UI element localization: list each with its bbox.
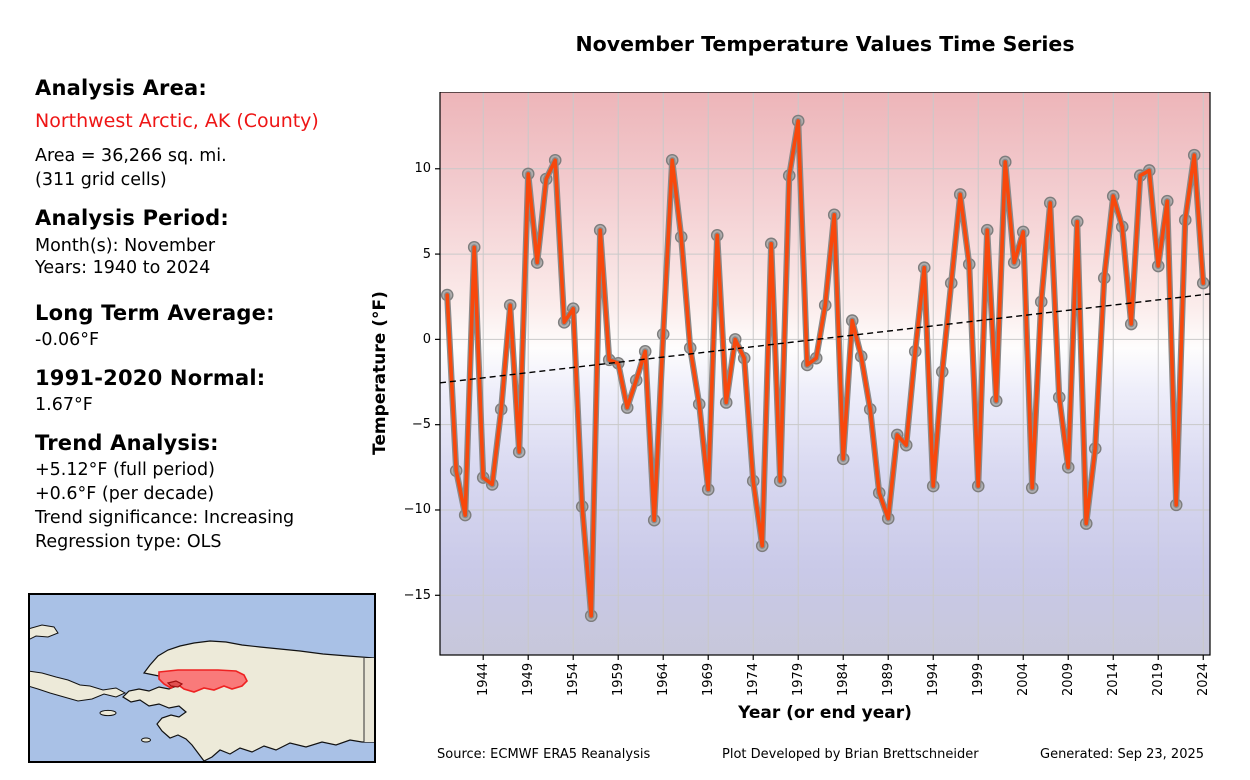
time-series-plot [435, 92, 1211, 660]
x-tick-label: 1959 [611, 662, 627, 696]
map-land-chukotka [28, 670, 127, 702]
normal-label: 1991-2020 Normal: [35, 366, 266, 390]
x-tick-label: 2019 [1151, 662, 1167, 696]
x-tick-label: 2009 [1061, 662, 1077, 696]
x-tick-label: 1994 [926, 662, 942, 696]
temperature-line [445, 119, 1206, 618]
map-island [99, 709, 117, 717]
x-tick-label: 2004 [1016, 662, 1032, 696]
x-tick-label: 1954 [566, 662, 582, 696]
grid-cells-text: (311 grid cells) [35, 170, 167, 190]
x-tick-label: 2024 [1196, 662, 1212, 696]
map-highlight-coast-detail [166, 680, 184, 688]
x-tick-label: 1969 [701, 662, 717, 696]
plot-border [439, 92, 1211, 656]
map-frame [28, 593, 376, 763]
y-tick-label: 10 [414, 161, 431, 177]
y-axis-label: Temperature (°F) [370, 291, 390, 455]
analysis-area-value: Northwest Arctic, AK (County) [35, 110, 319, 132]
regression-type: Regression type: OLS [35, 532, 222, 552]
footer-generated: Generated: Sep 23, 2025 [1040, 747, 1205, 762]
x-tick-label: 1944 [476, 662, 492, 696]
trend-analysis-label: Trend Analysis: [35, 431, 219, 455]
x-tick-label: 1984 [836, 662, 852, 696]
trend-line [439, 293, 1211, 384]
long-term-average-value: -0.06°F [35, 330, 100, 350]
normal-value: 1.67°F [35, 395, 93, 415]
y-tick-label: −10 [403, 502, 431, 518]
x-axis-label: Year (or end year) [738, 703, 912, 723]
map-canada-strip [364, 658, 375, 742]
y-tick-label: −15 [403, 587, 431, 603]
x-tick-label: 1949 [521, 662, 537, 696]
trend-per-decade: +0.6°F (per decade) [35, 484, 215, 504]
y-tick-label: 5 [422, 246, 431, 262]
trend-significance: Trend significance: Increasing [35, 508, 295, 528]
long-term-average-label: Long Term Average: [35, 301, 275, 325]
x-tick-label: 1964 [656, 662, 672, 696]
trend-full-period: +5.12°F (full period) [35, 460, 215, 480]
analysis-area-label: Analysis Area: [35, 76, 207, 100]
footer-credit: Plot Developed by Brian Brettschneider [722, 747, 979, 762]
y-tick-label: −5 [411, 417, 431, 433]
area-size-text: Area = 36,266 sq. mi. [35, 146, 227, 166]
y-tick-label: 0 [422, 331, 431, 347]
map-island-small [141, 737, 151, 743]
footer-source: Source: ECMWF ERA5 Reanalysis [437, 747, 651, 762]
x-tick-label: 1979 [791, 662, 807, 696]
map-highlight-region [158, 669, 248, 693]
x-tick-label: 1999 [971, 662, 987, 696]
alaska-locator-map [28, 593, 376, 763]
analysis-period-label: Analysis Period: [35, 206, 230, 230]
period-years: Years: 1940 to 2024 [35, 258, 211, 278]
x-tick-label: 2014 [1106, 662, 1122, 696]
x-tick-label: 1989 [881, 662, 897, 696]
chart-title: November Temperature Values Time Series [575, 32, 1075, 56]
period-months: Month(s): November [35, 236, 216, 256]
x-tick-label: 1974 [746, 662, 762, 696]
